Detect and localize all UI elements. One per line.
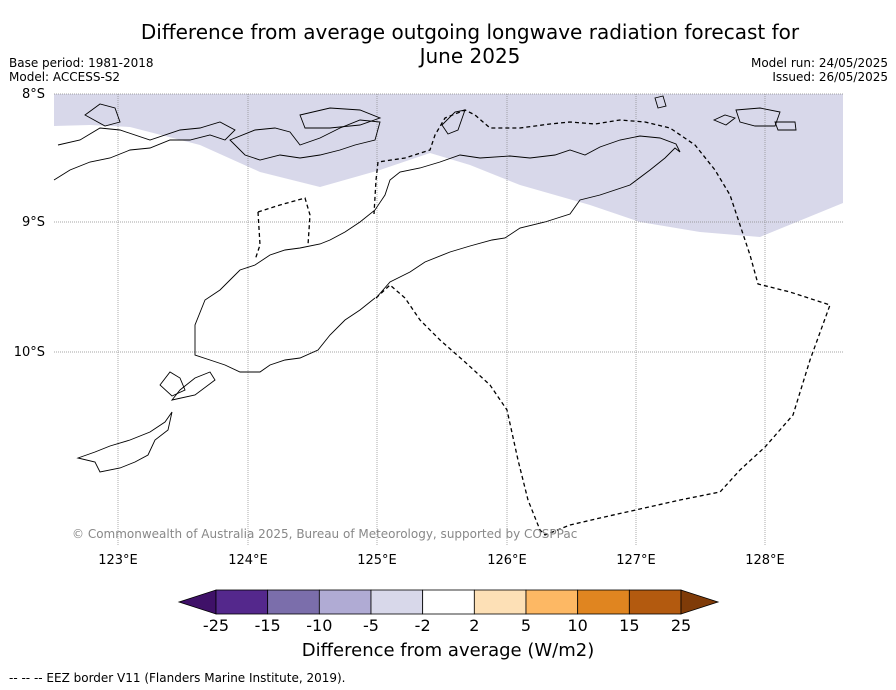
lon-label-127e: 127°E xyxy=(616,553,656,568)
meta-right: Model run: 24/05/2025 Issued: 26/05/2025 xyxy=(751,56,888,84)
coastline xyxy=(53,95,797,473)
colorbar-swatch xyxy=(473,589,527,615)
alor-island xyxy=(229,119,381,161)
sumba-rote-island xyxy=(170,371,216,401)
timor-coastline xyxy=(194,135,681,373)
colorbar-label: Difference from average (W/m2) xyxy=(301,640,595,661)
colorbar-swatch xyxy=(318,589,372,615)
colorbar-tick-label: 10 xyxy=(567,616,588,635)
colorbar-swatch xyxy=(267,589,320,615)
lon-label-126e: 126°E xyxy=(487,553,527,568)
flores-island xyxy=(53,121,236,181)
eez-timor-leste xyxy=(373,109,831,536)
colorbar-tick-label: 15 xyxy=(619,616,640,635)
moa-island xyxy=(712,114,736,126)
colorbar-swatch xyxy=(525,589,579,615)
lon-label-123e: 123°E xyxy=(98,553,138,568)
gridlines xyxy=(54,93,843,545)
colorbar-tick-label: 5 xyxy=(520,616,532,635)
colorbar-tick-label: -15 xyxy=(254,616,281,635)
colorbar-extend-low xyxy=(177,589,217,615)
colorbar-swatch xyxy=(422,589,475,615)
colorbar-tick-label: 2 xyxy=(469,616,480,635)
lat-label-9s: 9°S xyxy=(21,215,45,230)
colorbar-swatch xyxy=(215,589,269,615)
eez-oecusse xyxy=(254,197,311,261)
anomaly-region xyxy=(54,94,843,237)
savu-island xyxy=(159,371,186,397)
lon-label-124e: 124°E xyxy=(228,553,268,568)
colorbar-tick-label: -2 xyxy=(414,616,431,635)
eez-border xyxy=(254,109,831,536)
colorbar-swatch xyxy=(370,589,424,615)
colorbar-tick-label: -5 xyxy=(363,616,379,635)
lat-label-8s: 8°S xyxy=(21,87,45,102)
pantar-island xyxy=(84,103,121,127)
colorbar-swatch xyxy=(628,589,682,615)
sermata-island xyxy=(774,121,797,131)
sumba-island xyxy=(76,411,173,473)
colorbar-tick-label: -10 xyxy=(306,616,333,635)
lakor-island xyxy=(735,107,781,127)
issued-date: Issued: 26/05/2025 xyxy=(772,70,888,84)
lat-label-10s: 10°S xyxy=(13,345,45,360)
colorbar-extend-high xyxy=(680,589,720,615)
model-name: Model: ACCESS-S2 xyxy=(9,70,121,84)
map-title: Difference from average outgoing longwav… xyxy=(140,20,800,68)
lon-label-128e: 128°E xyxy=(745,553,785,568)
meta-left: Base period: 1981-2018 Model: ACCESS-S2 xyxy=(9,56,154,84)
colorbar-tick-label: -25 xyxy=(202,616,230,635)
model-run: Model run: 24/05/2025 xyxy=(750,56,888,70)
copyright-notice: © Commonwealth of Australia 2025, Bureau… xyxy=(72,527,578,541)
base-period: Base period: 1981-2018 xyxy=(9,56,154,70)
colorbar-swatch xyxy=(577,589,630,615)
colorbar-tick-label: 25 xyxy=(670,616,692,635)
eez-footnote: -- -- -- EEZ border V11 (Flanders Marine… xyxy=(9,671,346,685)
wetar-island xyxy=(299,107,382,129)
leti-island xyxy=(654,95,667,109)
lon-label-125e: 125°E xyxy=(357,553,397,568)
